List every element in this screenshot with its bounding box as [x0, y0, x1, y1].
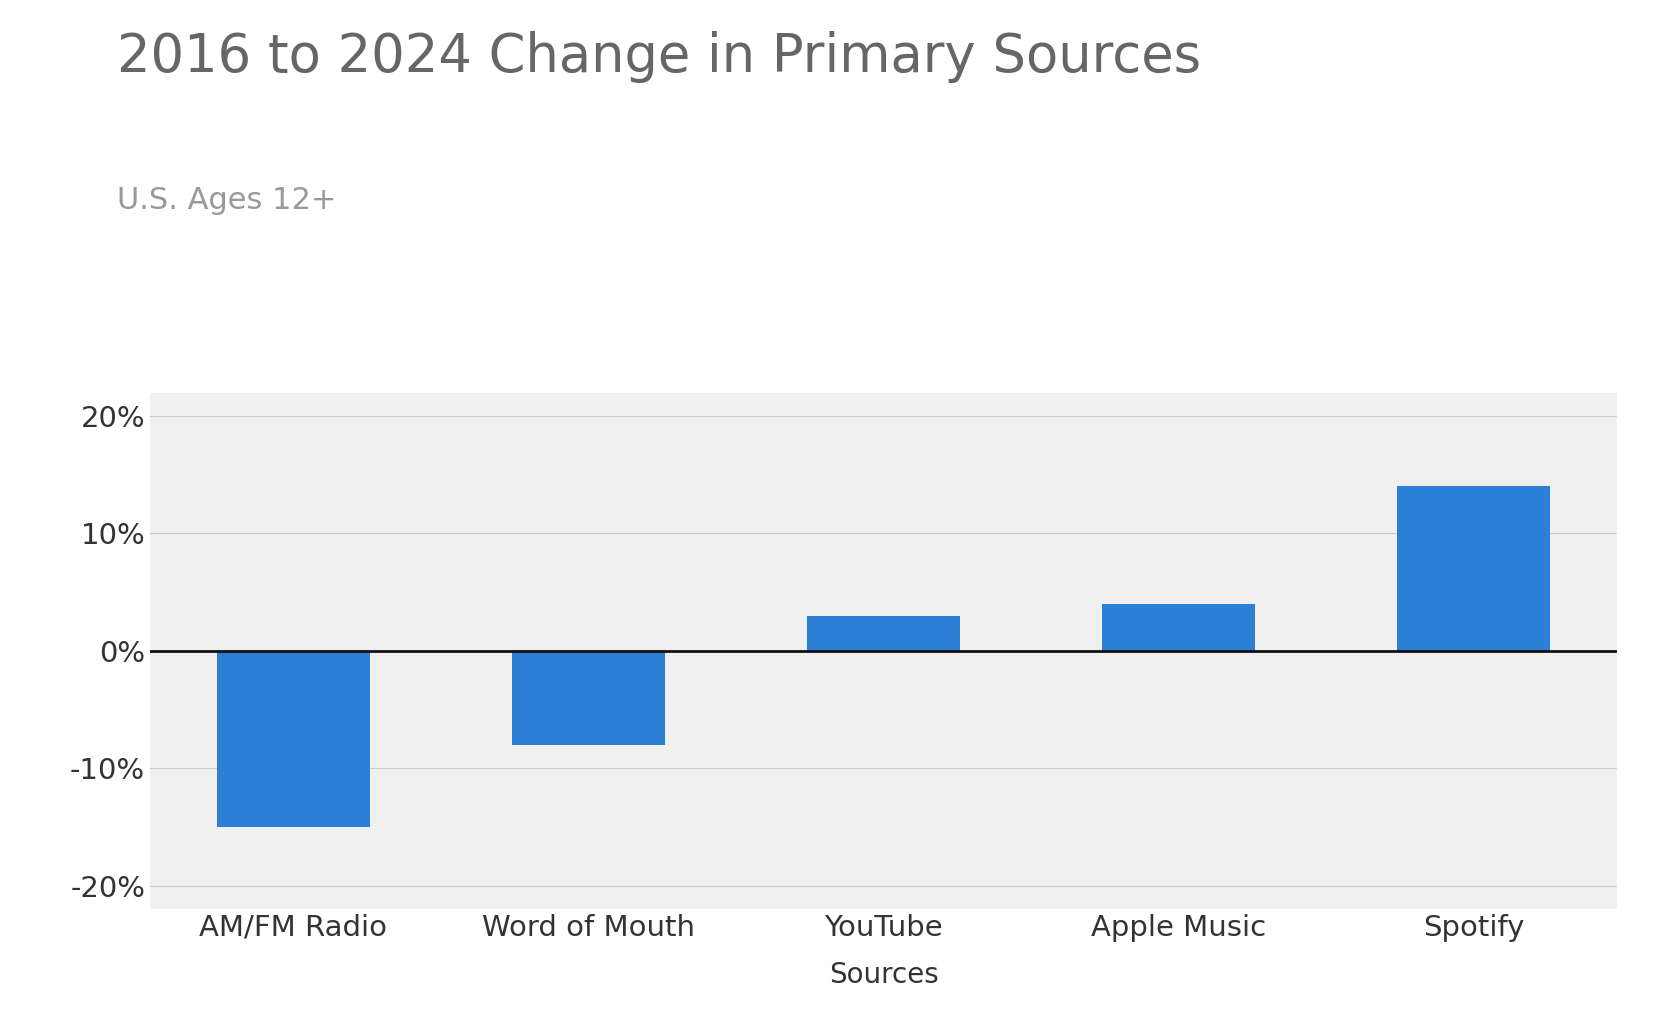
Bar	[807, 616, 960, 651]
Bar	[1397, 487, 1550, 651]
Bar	[217, 651, 370, 826]
Text: U.S. Ages 12+: U.S. Ages 12+	[117, 186, 337, 215]
Text: 2016 to 2024 Change in Primary Sources: 2016 to 2024 Change in Primary Sources	[117, 31, 1200, 83]
Bar	[1102, 604, 1255, 651]
Bar	[512, 651, 665, 745]
X-axis label: Sources: Sources	[828, 962, 939, 990]
